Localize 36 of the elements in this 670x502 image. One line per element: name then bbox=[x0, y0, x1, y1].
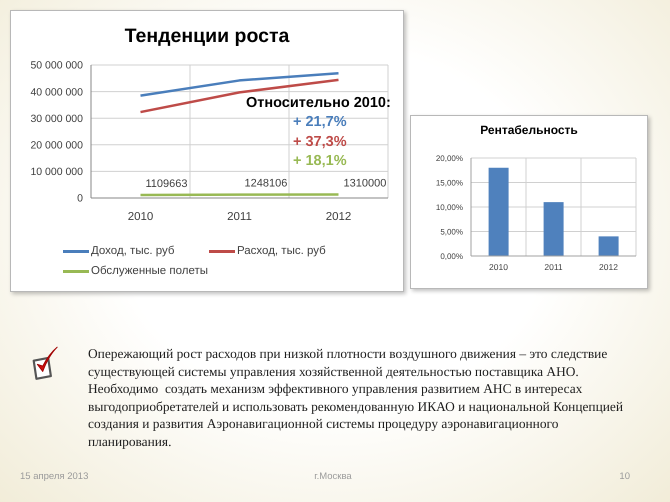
text: 10 bbox=[619, 471, 630, 482]
legend-label: Доход, тыс. руб bbox=[91, 245, 174, 257]
legend-label: Обслуженные полеты bbox=[91, 265, 208, 277]
data-label: 1248106 bbox=[244, 178, 288, 190]
y-tick-label: 20 000 000 bbox=[30, 140, 84, 152]
y-tick-label: 5,00% bbox=[440, 227, 463, 236]
y-tick-label: 20,00% bbox=[436, 154, 463, 163]
y-tick-label: 15,00% bbox=[436, 178, 463, 188]
text: Опережающий рост расходов при низкой плотности воздушного движения – это следствие существующей системы управления хозяйственной деятельностью поставщика АНО. Необходимо создать механизм эффективного управления развитием АНС в интересах выгодоприобретателей и использовать рекомендованную ИКАО и национальной Концепцией создания и развития Аэронавигационной системы процедуру аэронавигационного планирования. bbox=[88, 345, 624, 450]
y-tick-label: 40 000 000 bbox=[30, 86, 84, 98]
y-tick-label: 0 bbox=[77, 192, 84, 205]
x-tick-label: 2011 bbox=[544, 262, 563, 272]
x-tick-label: 2012 bbox=[326, 211, 352, 224]
annotation: + 21,7% bbox=[293, 114, 347, 130]
chart-title: Тенденции роста bbox=[124, 25, 290, 48]
y-tick-label: 10 000 000 bbox=[30, 166, 84, 178]
annotation: + 37,3% bbox=[293, 134, 347, 150]
x-tick-label: 2012 bbox=[599, 262, 618, 272]
bar bbox=[544, 202, 564, 256]
bar bbox=[488, 168, 509, 256]
legend-label: Расход, тыс. руб bbox=[237, 245, 326, 257]
text: 15 апреля 2013 bbox=[20, 471, 88, 482]
data-label: 1310000 bbox=[344, 178, 386, 190]
data-label: 1109663 bbox=[146, 178, 188, 190]
x-tick-label: 2010 bbox=[489, 262, 508, 272]
text: г.Москва bbox=[313, 471, 353, 482]
annotation: Относительно 2010: bbox=[246, 95, 391, 111]
y-tick-label: 50 000 000 bbox=[30, 60, 84, 72]
chart-title: Рентабельность bbox=[479, 123, 579, 137]
y-tick-label: 30 000 000 bbox=[30, 112, 84, 125]
y-tick-label: 0,00% bbox=[440, 252, 463, 261]
x-tick-label: 2011 bbox=[227, 211, 252, 224]
annotation: + 18,1% bbox=[293, 152, 347, 169]
bar bbox=[598, 236, 619, 256]
y-tick-label: 10,00% bbox=[436, 202, 463, 212]
x-tick-label: 2010 bbox=[128, 211, 154, 224]
